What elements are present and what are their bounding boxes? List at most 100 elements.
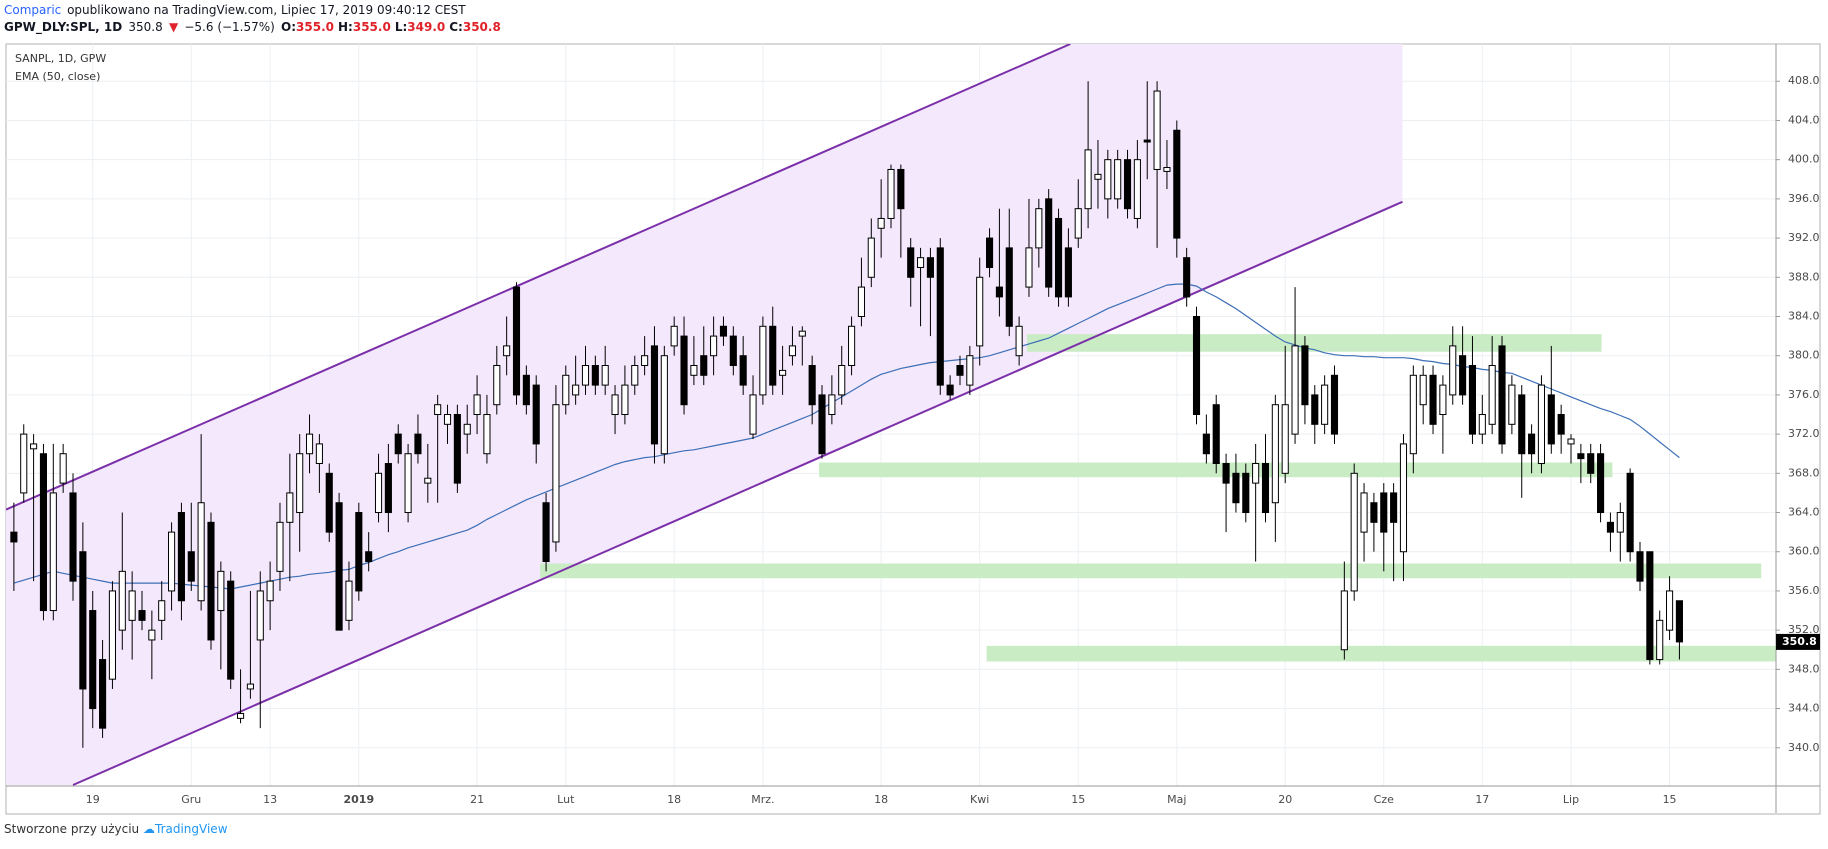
- candle-body: [1321, 384, 1329, 425]
- candle-body: [1054, 217, 1063, 298]
- candle-body: [985, 237, 994, 268]
- ohlc-value: 355.0: [296, 20, 335, 34]
- x-tick-label: Kwi: [970, 793, 989, 806]
- candle-body: [345, 580, 353, 621]
- candle-body: [453, 414, 461, 484]
- x-tick-label: 19: [86, 793, 100, 806]
- candle-body: [857, 286, 865, 317]
- x-tick-label: Cze: [1374, 793, 1394, 806]
- candle-body: [236, 712, 245, 719]
- candle-body: [670, 325, 678, 347]
- candle-body: [897, 168, 905, 210]
- candle-body: [1390, 492, 1398, 523]
- candle-body: [197, 502, 205, 602]
- candle-body: [1222, 463, 1230, 484]
- candle-body: [631, 365, 639, 386]
- candle-body: [1074, 208, 1082, 239]
- candle-body: [1626, 472, 1634, 553]
- last-price-label: 350.8: [1782, 635, 1817, 648]
- candle-body: [1350, 472, 1358, 592]
- candle-body: [1153, 90, 1161, 170]
- candle-body: [1380, 492, 1388, 533]
- x-tick-label: 21: [470, 793, 484, 806]
- y-tick-label: 408.0: [1788, 74, 1820, 87]
- x-tick-label: 18: [667, 793, 681, 806]
- candle-body: [887, 168, 895, 219]
- candle-body: [917, 257, 925, 268]
- candle-body: [463, 423, 471, 435]
- ohlc-key: C:: [449, 20, 463, 34]
- candle-body: [769, 325, 777, 386]
- channel-line: [72, 200, 1403, 786]
- x-tick-label: 20: [1278, 793, 1292, 806]
- candle-body: [473, 394, 481, 416]
- y-tick-label: 360.0: [1788, 545, 1820, 558]
- candle-body: [1104, 159, 1112, 200]
- candle-body: [128, 590, 136, 621]
- candle-body: [1163, 167, 1171, 172]
- candle-body: [542, 502, 550, 563]
- candle-body: [680, 335, 688, 406]
- candle-body: [1577, 453, 1585, 460]
- candle-body: [907, 247, 915, 278]
- candle-body: [148, 629, 156, 641]
- candle-body: [562, 374, 570, 406]
- zone: [986, 645, 1776, 662]
- candle-body: [30, 443, 38, 450]
- candle-body: [158, 600, 166, 621]
- candle-body: [641, 355, 649, 367]
- candle-body: [867, 237, 875, 278]
- candle-body: [1449, 345, 1457, 396]
- candle-body: [936, 247, 944, 386]
- candle-body: [1429, 374, 1437, 425]
- candle-body: [532, 384, 540, 445]
- x-tick-label: Lip: [1563, 793, 1579, 806]
- candle-body: [266, 580, 274, 602]
- channel-line: [6, 44, 1071, 511]
- candle-body: [1547, 394, 1555, 445]
- candle-body: [1606, 521, 1614, 533]
- author[interactable]: Comparic: [4, 3, 62, 17]
- candle-body: [1064, 247, 1072, 298]
- candle-body: [1035, 208, 1043, 249]
- footer-brand[interactable]: TradingView: [155, 822, 228, 836]
- down-arrow: ▼: [168, 20, 179, 34]
- candle-body: [118, 570, 126, 631]
- y-tick-label: 404.0: [1788, 113, 1820, 126]
- candle-body: [690, 365, 698, 376]
- ohlc-value: 355.0: [352, 20, 391, 34]
- candle-body: [286, 492, 294, 523]
- axes: 340.0 344.0 348.0 352.0 356.0 360.0 364.0 368.0…: [6, 44, 1820, 813]
- candle-body: [89, 610, 97, 710]
- candle-body: [522, 374, 530, 406]
- candle-body: [848, 325, 856, 367]
- x-tick-label: Lut: [557, 793, 575, 806]
- y-tick-label: 388.0: [1788, 270, 1820, 283]
- candle-body: [828, 394, 836, 416]
- candle-body: [335, 502, 343, 631]
- candle-body: [759, 325, 767, 396]
- candle-body: [877, 217, 885, 229]
- candle-body: [1340, 590, 1348, 651]
- x-tick-label: Maj: [1167, 793, 1186, 806]
- x-tick-label: 18: [874, 793, 888, 806]
- candle-body: [976, 276, 984, 347]
- candle-body: [227, 580, 235, 680]
- candle-body: [729, 335, 737, 367]
- ohlc-key: H:: [338, 20, 353, 34]
- y-tick-label: 368.0: [1788, 466, 1820, 479]
- candle-body: [1636, 551, 1644, 582]
- candle-body: [1242, 472, 1250, 514]
- legend-ema: EMA (50, close): [15, 70, 100, 83]
- candle-body: [1271, 404, 1279, 504]
- zone: [540, 563, 1762, 579]
- candle-body: [256, 590, 264, 641]
- footer: Stworzone przy użyciu ☁TradingView: [4, 822, 228, 836]
- candle-body: [1409, 374, 1417, 455]
- x-tick-label: 15: [1071, 793, 1085, 806]
- candle-body: [79, 551, 87, 690]
- candle-body: [1537, 384, 1546, 465]
- ohlc-key: O:: [281, 20, 297, 34]
- candle-body: [1616, 512, 1624, 533]
